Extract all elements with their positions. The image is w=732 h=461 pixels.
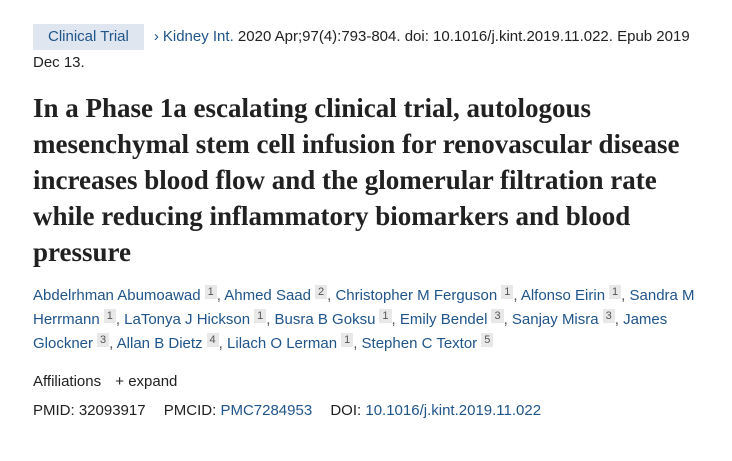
separator: ,: [115, 311, 125, 328]
author-link[interactable]: Lilach O Lerman: [227, 335, 338, 352]
affiliation-number[interactable]: 1: [341, 333, 354, 347]
author-link[interactable]: Ahmed Saad: [224, 287, 311, 304]
doi-link[interactable]: 10.1016/j.kint.2019.11.022: [365, 402, 542, 419]
separator: ,: [266, 311, 275, 328]
affiliation-number[interactable]: 1: [379, 309, 392, 323]
chevron-right-icon[interactable]: ›: [153, 28, 159, 45]
separator: ,: [621, 287, 630, 304]
pmcid-link[interactable]: PMC7284953: [220, 402, 313, 419]
affiliation-number[interactable]: 1: [254, 309, 267, 323]
separator: ,: [513, 287, 521, 304]
author-link[interactable]: Stephen C Textor: [361, 335, 478, 352]
separator: ,: [503, 311, 512, 328]
author-link[interactable]: Busra B Goksu: [274, 311, 376, 328]
expand-affiliations-button[interactable]: + expand: [115, 373, 178, 390]
journal-link[interactable]: Kidney Int.: [162, 28, 234, 45]
affiliation-number[interactable]: 3: [602, 309, 615, 323]
separator: ,: [614, 311, 624, 328]
separator: ,: [218, 335, 228, 352]
separator: ,: [353, 335, 362, 352]
author-link[interactable]: Alfonso Eirin: [520, 287, 606, 304]
article-title: In a Phase 1a escalating clinical trial,…: [33, 93, 680, 267]
affiliation-number[interactable]: 3: [491, 309, 504, 323]
affiliations: Affiliations + expand: [33, 370, 713, 394]
author-link[interactable]: Sanjay Misra: [511, 311, 599, 328]
affiliation-number[interactable]: 5: [481, 333, 494, 347]
affiliation-number[interactable]: 1: [204, 285, 217, 299]
affiliation-number[interactable]: 1: [103, 309, 116, 323]
affiliations-label: Affiliations: [33, 373, 102, 390]
author-link[interactable]: Allan B Dietz: [116, 335, 203, 352]
pmcid-label: PMCID:: [163, 402, 217, 419]
author-link[interactable]: Sandra M Herrmann: [33, 287, 695, 328]
author-link[interactable]: LaTonya J Hickson: [124, 311, 251, 328]
affiliation-number[interactable]: 4: [206, 333, 219, 347]
affiliation-number[interactable]: 1: [609, 285, 622, 299]
author-link[interactable]: Emily Bendel: [399, 311, 488, 328]
doi-label: DOI:: [330, 402, 362, 419]
pmid-value: 32093917: [78, 402, 146, 419]
separator: ,: [109, 335, 117, 352]
affiliation-number[interactable]: 2: [314, 285, 328, 299]
identifiers: PMID: 32093917 PMCID: PMC7284953 DOI: 10…: [33, 398, 713, 424]
separator: ,: [391, 311, 400, 328]
affiliation-number[interactable]: 3: [97, 333, 110, 347]
authors-list: Abdelrhman Abumoawad 1, Ahmed Saad 2, Chri…: [33, 284, 713, 356]
author-link[interactable]: Christopher M Ferguson: [335, 287, 498, 304]
affiliation-number[interactable]: 1: [501, 285, 514, 299]
citation-text: 2020 Apr;97(4):793-804. doi: 10.1016/j.k…: [33, 28, 690, 71]
separator: ,: [327, 287, 336, 304]
pmid-label: PMID:: [33, 402, 75, 419]
author-link[interactable]: James Glockner: [33, 311, 668, 352]
author-link[interactable]: Abdelrhman Abumoawad: [33, 287, 201, 304]
publication-type-badge: Clinical Trial: [33, 24, 144, 50]
citation-header: Clinical Trial › Kidney Int. 2020 Apr;97(4…: [33, 24, 713, 76]
separator: ,: [216, 287, 225, 304]
